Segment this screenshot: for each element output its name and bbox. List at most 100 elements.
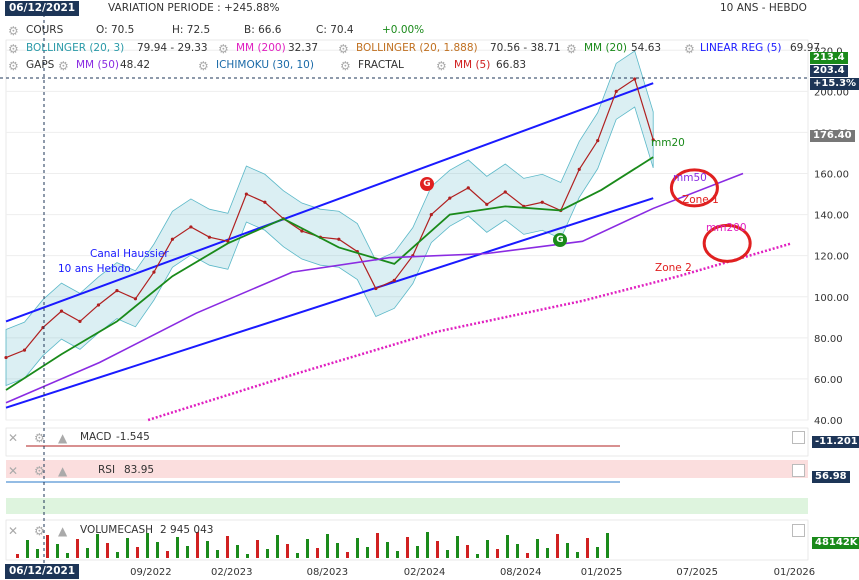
volume-bar [526,553,529,558]
gear-icon[interactable]: ⚙ [34,431,45,445]
data-point [503,190,507,194]
volume-bar [446,550,449,558]
price-tag-mark: 176.40 [810,130,855,142]
data-point [448,196,452,200]
gear-icon[interactable]: ⚙ [8,42,19,56]
volume-bar [536,539,539,558]
gear-icon[interactable]: ⚙ [58,59,69,73]
legend-mm20-value: 54.63 [631,42,662,54]
legend-mm50[interactable]: MM (50) [76,59,120,71]
gear-icon[interactable]: ⚙ [338,42,349,56]
collapse-arrow-icon[interactable]: ▲ [58,464,68,478]
volume-bar [326,534,329,558]
rsi-tag: 56.98 [812,471,850,483]
data-point [115,288,119,293]
volume-bar [486,540,489,558]
gear-icon[interactable]: ⚙ [34,464,45,478]
legend-bollinger1[interactable]: BOLLINGER (20, 3) [26,42,125,54]
x-tick-label: 01/2025 [581,567,623,578]
collapse-arrow-icon[interactable]: ▲ [58,431,68,445]
legend-linreg[interactable]: LINEAR REG (5) [700,42,782,54]
volume-bar [286,544,289,558]
data-point [133,297,138,301]
volume-bar [166,551,169,558]
data-point [207,235,212,239]
gear-icon[interactable]: ⚙ [34,524,45,538]
volume-bar [426,532,429,558]
legend-mm5-value: 66.83 [496,59,527,71]
volume-bar [66,553,69,558]
macd-label: MACD [80,431,112,443]
volume-bar [396,551,399,558]
gap-marker-green[interactable]: G [553,233,567,247]
series-line-mm200 [147,242,792,422]
gear-icon[interactable]: ⚙ [218,42,229,56]
volume-bar [506,535,509,558]
x-tick-label: 02/2024 [404,567,446,578]
gear-icon[interactable]: ⚙ [8,24,19,38]
volume-bar [156,542,159,558]
cursor-date-badge: 06/12/2021 [5,564,80,579]
volume-bar [416,546,419,558]
gap-marker-red[interactable]: G [420,177,434,191]
close-icon[interactable]: ✕ [8,524,19,538]
y-tick-label: 160.00 [814,170,849,181]
data-point [263,200,267,204]
gear-icon[interactable]: ⚙ [684,42,695,56]
volume-bar [86,548,89,558]
volume-bar [296,553,299,558]
rsi-value: 83.95 [124,464,155,476]
data-point [22,348,27,352]
legend-high: H: 72.5 [172,24,211,36]
close-icon[interactable]: ✕ [8,464,19,478]
data-point [96,303,101,307]
legend-mm200[interactable]: MM (200) [236,42,286,54]
volume-bar [236,545,239,558]
legend-bollinger1-values: 79.94 - 29.33 [137,42,208,54]
series-line-cours [5,78,654,359]
collapse-arrow-icon[interactable]: ▲ [58,524,68,538]
volume-bar [206,541,209,558]
legend-mm50-value: 48.42 [120,59,151,71]
volume-bar [246,554,249,558]
macd-checkbox[interactable] [792,431,805,444]
volume-bar [56,544,59,558]
volume-bar [306,539,309,558]
volume-bar [586,538,589,558]
macd-panel [5,427,809,457]
legend-ichimoku[interactable]: ICHIMOKU (30, 10) [216,59,314,71]
rsi-checkbox[interactable] [792,464,805,477]
volume-checkbox[interactable] [792,524,805,537]
x-tick-label: 02/2023 [211,567,253,578]
data-point [244,192,248,196]
volume-bar [376,533,379,558]
x-tick-label: 09/2022 [130,567,172,578]
volume-bar [596,547,599,558]
legend-bollinger2[interactable]: BOLLINGER (20, 1.888) [356,42,478,54]
gear-icon[interactable]: ⚙ [436,59,447,73]
legend-cours[interactable]: COURS [26,24,64,36]
volume-bar [606,533,609,558]
legend-mm20[interactable]: MM (20) [584,42,628,54]
volume-bar [276,535,279,558]
volume-bar [346,552,349,558]
volume-bar [546,548,549,558]
gear-icon[interactable]: ⚙ [566,42,577,56]
channel-lower-line [5,197,654,409]
volume-bar [136,547,139,558]
legend-gaps[interactable]: GAPS [26,59,55,71]
gear-icon[interactable]: ⚙ [198,59,209,73]
legend-mm5[interactable]: MM (5) [454,59,491,71]
close-icon[interactable]: ✕ [8,431,19,445]
volume-tag: 48142K [812,537,859,549]
gear-icon[interactable]: ⚙ [8,59,19,73]
data-point [337,237,341,241]
gear-icon[interactable]: ⚙ [340,59,351,73]
legend-mm200-value: 32.37 [288,42,319,54]
volume-bar [106,543,109,558]
legend-fractal[interactable]: FRACTAL [358,59,404,71]
date-badge: 06/12/2021 [5,1,80,16]
annotation-zone1: Zone 1 [682,194,719,206]
